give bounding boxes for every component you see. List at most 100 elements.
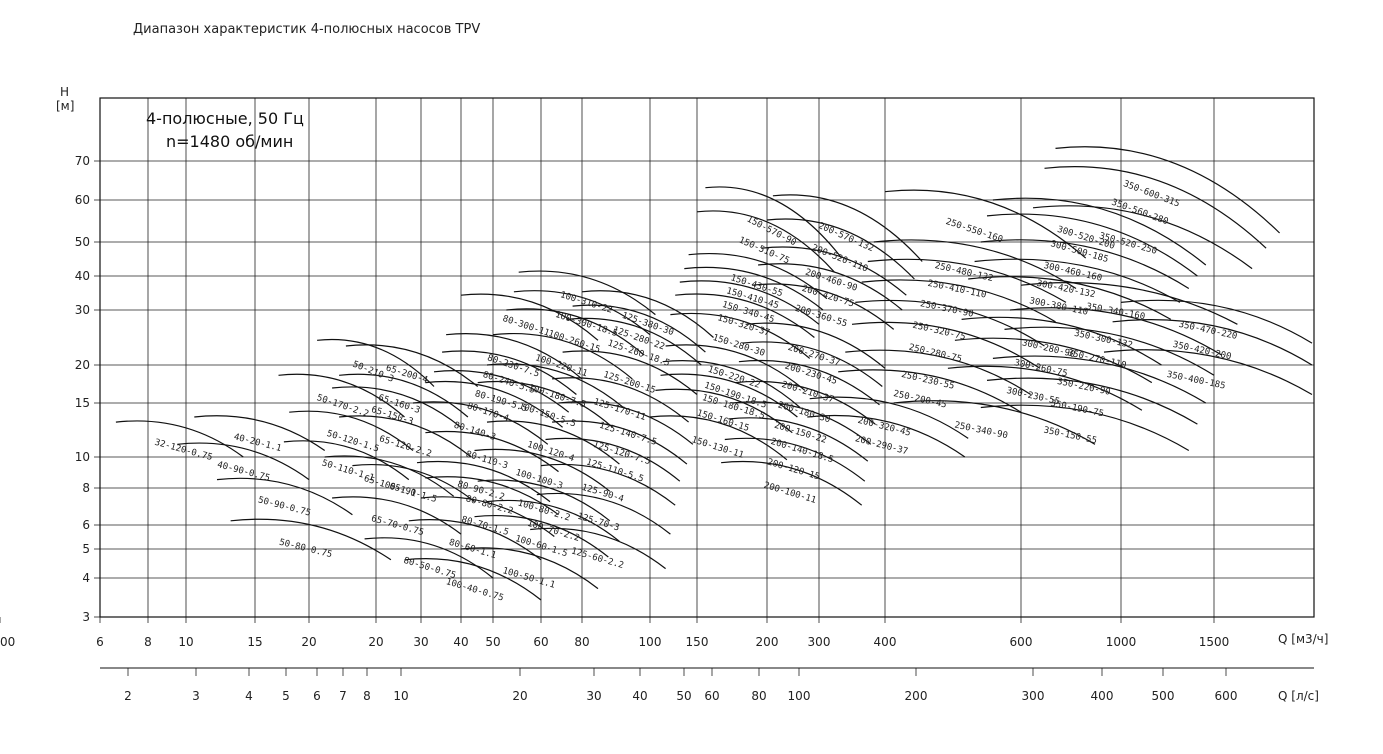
curve-150-510-75 bbox=[696, 210, 835, 273]
curve-label: 80-140-3 bbox=[453, 421, 497, 443]
curve-300-260-75 bbox=[954, 337, 1153, 384]
x-tick-label: 300 bbox=[808, 635, 831, 649]
curve-100-260-15 bbox=[506, 308, 645, 356]
curve-125-120-7.5 bbox=[552, 420, 688, 465]
curve-350-470-220 bbox=[1120, 299, 1313, 344]
curve-200-120-15 bbox=[724, 437, 866, 482]
x-tick-label: 600 bbox=[1010, 635, 1033, 649]
x2-tick-label: 600 bbox=[1215, 689, 1238, 703]
curve-40-20-1.1 bbox=[194, 415, 326, 451]
x-tick-label: 2000 bbox=[0, 635, 15, 649]
curve-label: 40-20-1.1 bbox=[233, 432, 283, 454]
curve-350-600-315 bbox=[1055, 146, 1281, 234]
curve-250-230-55 bbox=[845, 349, 1032, 396]
curve-350-300-132 bbox=[1010, 307, 1223, 356]
curve-layer bbox=[115, 146, 1313, 601]
x-tick-label: 6 bbox=[96, 635, 104, 649]
curve-125-70-3 bbox=[536, 492, 671, 535]
curve-200-520-110 bbox=[766, 218, 915, 280]
curve-125-280-22 bbox=[572, 304, 706, 353]
y-tick-label: 4 bbox=[82, 571, 90, 585]
curve-label: 200-290-37 bbox=[854, 434, 909, 457]
curve-label: 250-340-90 bbox=[953, 421, 1008, 442]
curve-200-460-90 bbox=[761, 246, 907, 296]
curve-150-130-11 bbox=[649, 415, 788, 461]
curve-300-520-200 bbox=[992, 197, 1207, 266]
curve-label: 100-80-2.2 bbox=[516, 498, 571, 523]
x-tick-label: 8 bbox=[144, 635, 152, 649]
x-tick-label: 40 bbox=[453, 635, 468, 649]
curve-100-50-1.1 bbox=[460, 547, 599, 590]
curve-80-190-5.5 bbox=[433, 370, 570, 413]
x2-axis-label: Q [л/с] bbox=[1278, 689, 1319, 703]
x-tick-label: 60 bbox=[533, 635, 548, 649]
y-tick-label: 6 bbox=[82, 518, 90, 532]
curve-100-120-4 bbox=[486, 420, 620, 465]
x2-tick-label: 500 bbox=[1152, 689, 1175, 703]
x2-tick-label: 2 bbox=[124, 689, 132, 703]
curve-250-340-90 bbox=[893, 400, 1096, 445]
curve-100-180-7.5 bbox=[486, 363, 624, 408]
curve-label: 80-70-1.5 bbox=[460, 515, 510, 538]
y-axis-label: H bbox=[60, 85, 69, 99]
curve-label: 32-120-0.75 bbox=[153, 438, 213, 463]
curve-100-150-5.5 bbox=[477, 380, 613, 428]
curve-350-220-90 bbox=[992, 355, 1207, 404]
curve-label: 250-280-75 bbox=[908, 343, 963, 365]
curve-50-210-3 bbox=[317, 338, 435, 387]
curve-label: 350-190-75 bbox=[1049, 399, 1104, 420]
x-tick-label: 1500 bbox=[1199, 635, 1230, 649]
curve-80-170-4 bbox=[425, 380, 563, 428]
curve-150-190-18.5 bbox=[662, 360, 801, 408]
curve-label: 200-120-15 bbox=[766, 457, 821, 482]
x2-tick-label: 6 bbox=[313, 689, 321, 703]
curve-label: 100-220-11 bbox=[534, 353, 589, 379]
curve-125-200-15 bbox=[562, 350, 698, 395]
curve-80-60-1.1 bbox=[408, 519, 542, 561]
y-tick-label: 20 bbox=[75, 358, 90, 372]
label-layer: 32-120-0.75 40-20-1.1 40-90-0.75 50-90-0.75… bbox=[153, 179, 1238, 603]
curve-label: 50-170-2.2 bbox=[315, 393, 370, 420]
curve-label: 50-80-0.75 bbox=[278, 538, 333, 561]
curve-label: 300-380-110 bbox=[1028, 296, 1088, 317]
curve-label: 100-310-22 bbox=[559, 290, 614, 316]
curve-label: 250-320-75 bbox=[911, 321, 966, 343]
curve-80-300-11 bbox=[460, 293, 599, 341]
curve-350-270-110 bbox=[1004, 326, 1215, 376]
curve-80-140-3 bbox=[412, 401, 549, 445]
curve-label: 250-230-55 bbox=[900, 370, 955, 392]
curve-300-280-90 bbox=[961, 316, 1162, 366]
curve-label: 250-200-45 bbox=[892, 389, 947, 410]
curve-100-40-0.75 bbox=[404, 558, 542, 601]
curve-250-410-110 bbox=[867, 258, 1067, 303]
y-tick-label: 15 bbox=[75, 396, 90, 410]
curve-125-90-4 bbox=[540, 463, 676, 506]
x2-tick-label: 200 bbox=[905, 689, 928, 703]
curve-label: 350-340-160 bbox=[1085, 302, 1145, 322]
x2-tick-label: 60 bbox=[704, 689, 719, 703]
y-tick-label: 30 bbox=[75, 303, 90, 317]
curve-label: 100-40-0.75 bbox=[445, 577, 505, 603]
curve-200-150-22 bbox=[731, 401, 872, 445]
chart-title: Диапазон характеристик 4-полюсных насосо… bbox=[133, 22, 481, 37]
curve-label: 250-370-90 bbox=[919, 299, 974, 320]
curve-65-70-0.75 bbox=[332, 496, 462, 535]
curve-350-420-200 bbox=[1112, 319, 1313, 366]
curve-125-60-2.2 bbox=[530, 527, 666, 570]
curve-label: 250-410-110 bbox=[927, 279, 987, 301]
y-axis-unit: [м] bbox=[56, 99, 74, 113]
x2-tick-label: 7 bbox=[339, 689, 347, 703]
curve-label: 50-120-1.5 bbox=[325, 429, 380, 455]
x-tick-label: 50 bbox=[485, 635, 500, 649]
curve-80-80-2.2 bbox=[425, 476, 559, 516]
curve-200-270-37 bbox=[745, 322, 886, 369]
curve-300-230-55 bbox=[947, 365, 1143, 411]
curve-100-310-22 bbox=[518, 270, 656, 316]
curve-150-570-90 bbox=[705, 186, 843, 259]
curve-200-360-55 bbox=[751, 283, 895, 330]
curve-100-60-1.5 bbox=[474, 514, 609, 558]
x2-tick-label: 5 bbox=[282, 689, 290, 703]
curve-200-210-37 bbox=[738, 359, 880, 406]
curve-label: 40-90-0.75 bbox=[216, 460, 271, 484]
